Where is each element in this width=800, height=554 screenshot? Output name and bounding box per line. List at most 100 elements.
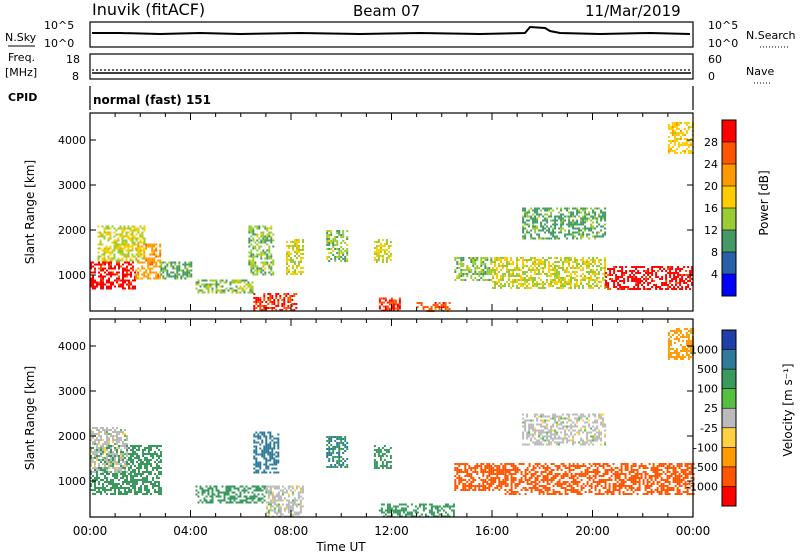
data-cell: [299, 491, 302, 494]
data-cell: [596, 269, 598, 271]
data-cell: [568, 465, 571, 467]
data-cell: [560, 277, 562, 279]
data-cell: [120, 437, 122, 439]
data-cell: [685, 286, 688, 288]
data-cell: [466, 463, 469, 465]
data-cell: [506, 491, 509, 493]
data-cell: [239, 491, 242, 494]
data-cell: [332, 460, 335, 462]
data-cell: [145, 245, 148, 248]
data-cell: [566, 485, 569, 487]
data-cell: [420, 304, 423, 306]
data-cell: [275, 467, 278, 470]
data-cell: [562, 465, 565, 467]
data-cell: [128, 457, 130, 459]
data-cell: [99, 241, 102, 244]
data-cell: [279, 513, 282, 516]
data-cell: [330, 448, 333, 450]
cpid-row: CPID normal (fast) 151: [8, 86, 694, 110]
data-cell: [121, 253, 124, 256]
data-cell: [158, 489, 160, 491]
data-cell: [261, 497, 264, 500]
data-cell: [254, 265, 257, 268]
data-cell: [504, 283, 506, 285]
data-cell: [520, 277, 522, 279]
data-cell: [604, 233, 607, 236]
data-cell: [607, 288, 610, 290]
data-cell: [132, 265, 134, 268]
data-cell: [263, 299, 266, 301]
data-cell: [138, 487, 140, 489]
data-cell: [136, 475, 138, 477]
data-cell: [262, 253, 265, 256]
data-cell: [588, 273, 590, 275]
data-cell: [518, 463, 521, 465]
data-cell: [574, 273, 576, 275]
data-cell: [458, 275, 461, 277]
data-cell: [296, 239, 298, 241]
data-cell: [252, 237, 255, 240]
data-cell: [326, 234, 329, 236]
data-cell: [252, 233, 255, 236]
data-cell: [516, 485, 519, 487]
data-cell: [482, 273, 485, 275]
data-cell: [101, 253, 104, 256]
data-cell: [578, 285, 580, 287]
data-cell: [380, 503, 383, 506]
data-cell: [540, 223, 543, 226]
data-cell: [512, 283, 514, 285]
data-cell: [110, 465, 112, 467]
data-cell: [669, 274, 672, 276]
data-cell: [90, 429, 92, 431]
data-cell: [133, 243, 136, 246]
data-cell: [379, 247, 382, 249]
data-cell: [120, 431, 122, 433]
data-cell: [219, 491, 222, 494]
data-cell: [132, 483, 134, 485]
data-cell: [259, 467, 262, 470]
data-cell: [468, 479, 471, 481]
data-cell: [538, 485, 541, 487]
data-cell: [570, 277, 572, 279]
data-cell: [385, 253, 388, 255]
data-cell: [526, 231, 529, 234]
data-cell: [334, 248, 337, 250]
data-cell: [255, 303, 258, 305]
data-cell: [396, 305, 399, 308]
data-cell: [468, 489, 471, 491]
data-cell: [160, 455, 162, 457]
data-cell: [253, 471, 256, 474]
data-cell: [615, 280, 618, 282]
data-cell: [508, 269, 510, 271]
data-cell: [253, 451, 256, 454]
data-cell: [148, 449, 150, 451]
data-cell: [534, 279, 536, 281]
data-cell: [275, 503, 278, 506]
data-cell: [691, 278, 694, 280]
data-cell: [143, 225, 146, 228]
nsky-frame: [89, 21, 694, 48]
data-cell: [564, 281, 566, 283]
data-cell: [534, 209, 537, 212]
data-cell: [114, 471, 116, 473]
data-cell: [291, 487, 294, 490]
data-cell: [263, 297, 266, 299]
data-cell: [245, 485, 248, 488]
data-cell: [340, 442, 343, 444]
data-cell: [456, 487, 459, 489]
data-cell: [176, 277, 179, 280]
data-cell: [588, 227, 591, 230]
data-cell: [568, 263, 570, 265]
data-cell: [594, 217, 597, 220]
data-cell: [504, 475, 507, 477]
data-cell: [146, 489, 148, 491]
data-cell: [263, 453, 266, 456]
data-cell: [132, 469, 134, 471]
data-cell: [259, 305, 262, 307]
data-cell: [111, 259, 114, 262]
data-cell: [387, 257, 390, 259]
data-cell: [623, 280, 626, 282]
data-cell: [586, 227, 589, 230]
data-cell: [262, 249, 265, 252]
data-cell: [124, 435, 126, 437]
